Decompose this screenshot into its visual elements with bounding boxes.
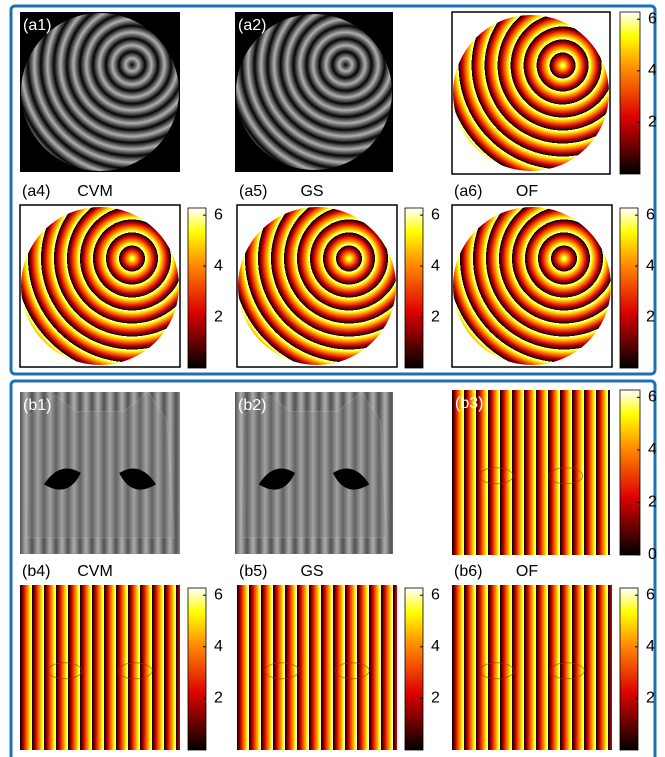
panel: (a3) 2 4 6 <box>452 10 657 174</box>
figure: (a1) (a2) (a3) 2 4 6 (a4) CVM 2 4 6 (a5) GS 2 4 6 (a6) OF… <box>0 0 665 757</box>
colorbar <box>188 588 206 750</box>
panel-label: (b2) <box>238 397 266 414</box>
colorbar-tick-label: 4 <box>431 638 440 655</box>
panel: (b2) <box>235 392 393 554</box>
panel-label: (b3) <box>455 395 483 412</box>
colorbar-tick-label: 2 <box>431 308 440 325</box>
panel-label: (b4) <box>22 563 50 580</box>
colorbar <box>188 208 206 368</box>
image <box>20 585 180 750</box>
colorbar <box>620 12 640 174</box>
colorbar <box>405 588 423 750</box>
colorbar-tick-label: 6 <box>648 10 657 27</box>
image <box>452 585 612 750</box>
colorbar-tick-label: 6 <box>431 206 440 223</box>
colorbar-tick-label: 4 <box>648 441 657 458</box>
colorbar-tick-label: 6 <box>214 586 223 603</box>
colorbar-tick-label: 4 <box>214 638 223 655</box>
panel-label: (b6) <box>454 563 482 580</box>
panel: (a2) <box>235 12 393 172</box>
panel: (a5) GS 2 4 6 <box>237 183 440 368</box>
colorbar <box>620 588 638 750</box>
colorbar-tick-label: 4 <box>646 638 655 655</box>
colorbar-tick-label: 4 <box>648 62 657 79</box>
panel: (a4) CVM 2 4 6 <box>20 183 223 368</box>
panel: (a6) OF 2 4 6 <box>452 183 655 368</box>
colorbar <box>620 208 638 368</box>
panel-label: (a5) <box>239 183 267 200</box>
panel-label: (a1) <box>23 17 51 34</box>
colorbar-tick-label: 2 <box>646 308 655 325</box>
colorbar-tick-label: 6 <box>214 206 223 223</box>
panel: (b4) CVM 2 4 6 <box>20 563 223 750</box>
colorbar-tick-label: 0 <box>648 546 657 563</box>
colorbar <box>620 390 640 555</box>
panel-label: (a6) <box>454 183 482 200</box>
panel-label: (a4) <box>22 183 50 200</box>
panel: (b6) OF 2 4 6 <box>452 563 655 750</box>
panel-label: (a2) <box>238 17 266 34</box>
image <box>452 390 610 555</box>
panel-title: OF <box>516 563 538 580</box>
panel-title: GS <box>300 563 323 580</box>
panel: (a1) <box>20 12 180 172</box>
colorbar-tick-label: 6 <box>646 586 655 603</box>
panel-title: CVM <box>77 563 113 580</box>
colorbar-tick-label: 2 <box>648 114 657 131</box>
colorbar-tick-label: 6 <box>646 206 655 223</box>
image <box>237 585 397 750</box>
panel-title: CVM <box>77 183 113 200</box>
colorbar-tick-label: 6 <box>648 389 657 406</box>
colorbar-tick-label: 4 <box>214 257 223 274</box>
panel-title: GS <box>300 183 323 200</box>
panel: (b5) GS 2 4 6 <box>237 563 440 750</box>
colorbar-tick-label: 4 <box>431 257 440 274</box>
panel: (b3) 0 2 4 6 <box>452 389 657 564</box>
colorbar-tick-label: 4 <box>646 257 655 274</box>
panel-label: (a3) <box>455 17 483 34</box>
panel: (b1) <box>20 392 180 554</box>
colorbar <box>405 208 423 368</box>
colorbar-tick-label: 2 <box>431 690 440 707</box>
colorbar-tick-label: 2 <box>646 690 655 707</box>
panel-title: OF <box>516 183 538 200</box>
colorbar-tick-label: 6 <box>431 586 440 603</box>
colorbar-tick-label: 2 <box>214 308 223 325</box>
panel-label: (b1) <box>23 397 51 414</box>
colorbar-tick-label: 2 <box>648 494 657 511</box>
panel-label: (b5) <box>239 563 267 580</box>
colorbar-tick-label: 2 <box>214 690 223 707</box>
